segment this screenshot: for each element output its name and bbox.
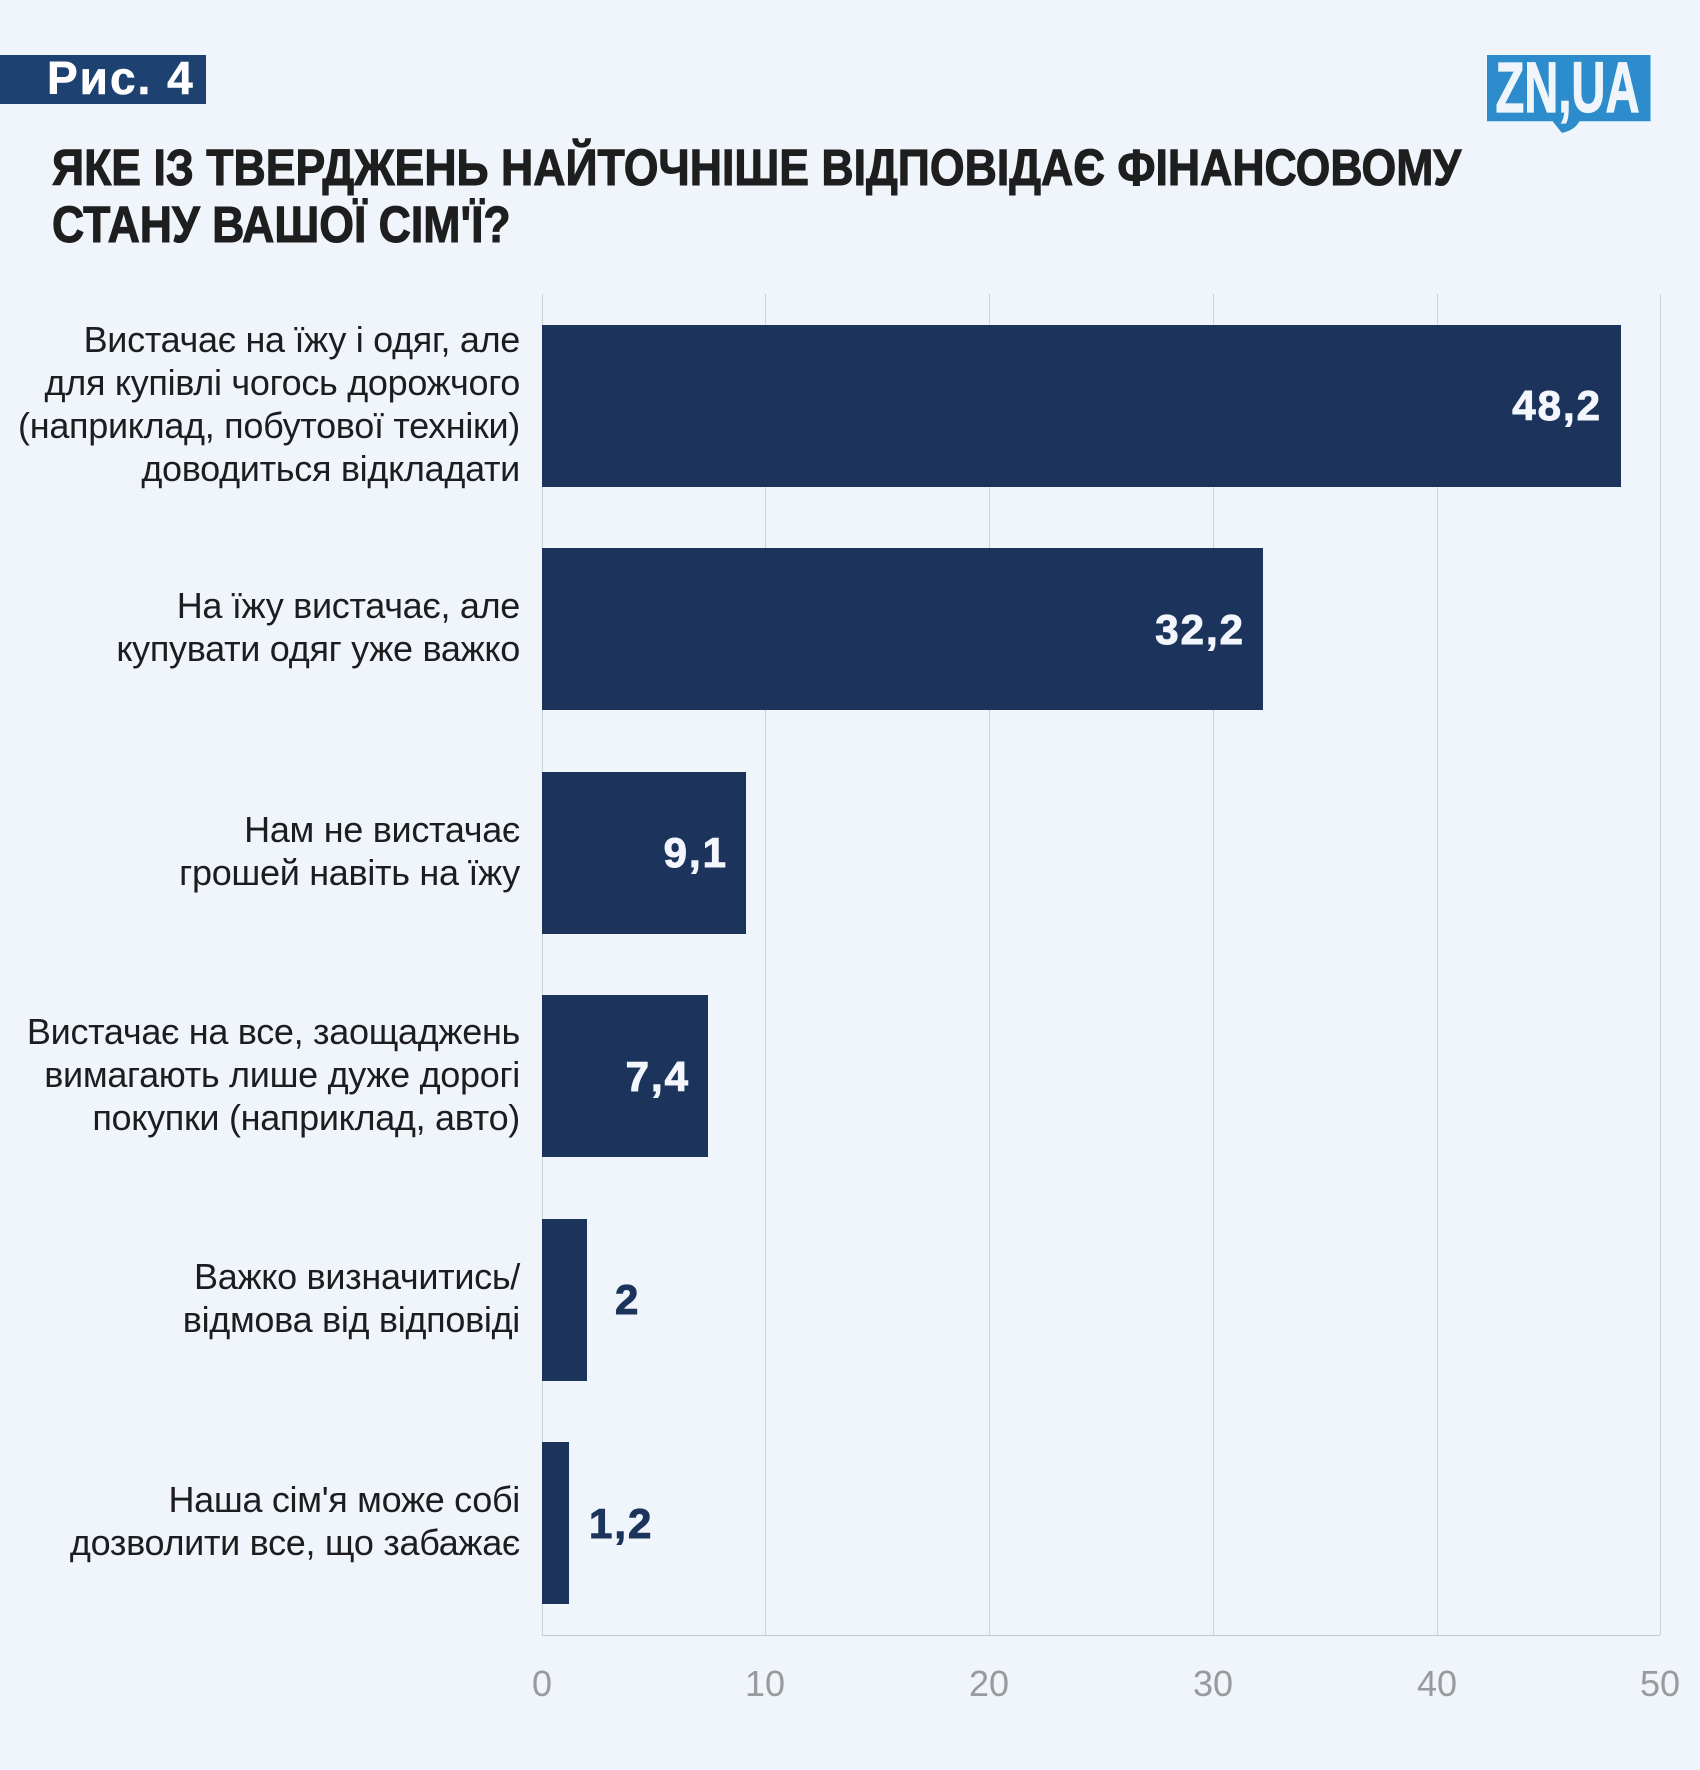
svg-text:ZN,UA: ZN,UA (1496, 55, 1640, 128)
